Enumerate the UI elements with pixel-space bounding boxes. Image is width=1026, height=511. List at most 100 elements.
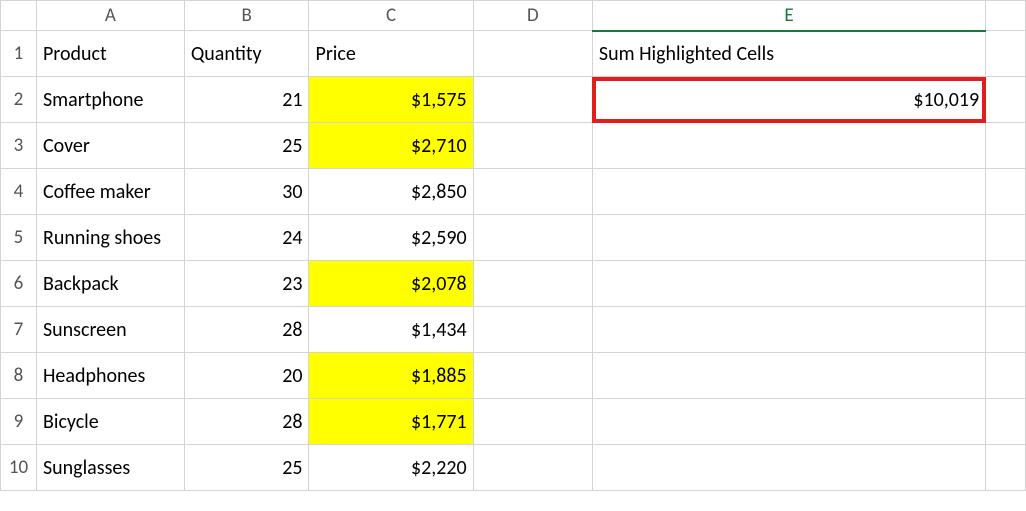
cell-A9-text: Bicycle [43, 410, 178, 434]
cell-C6-text: $2,078 [315, 272, 466, 296]
cell-C8-text: $1,885 [315, 364, 466, 388]
col-header-A[interactable]: A [36, 1, 184, 31]
col-header-B[interactable]: B [184, 1, 309, 31]
cell-C1-text: Price [315, 42, 466, 66]
cell-E5[interactable] [592, 215, 985, 261]
cell-B9[interactable]: 28 [184, 399, 309, 445]
row-2: 2 Smartphone 21 $1,575 $10,019 [1, 77, 1026, 123]
col-header-D[interactable]: D [473, 1, 592, 31]
cell-B6[interactable]: 23 [184, 261, 309, 307]
cell-D6[interactable] [473, 261, 592, 307]
cell-A1[interactable]: Product [36, 31, 184, 77]
cell-F10[interactable] [986, 445, 1026, 491]
cell-C3[interactable]: $2,710 [309, 123, 473, 169]
cell-E9[interactable] [592, 399, 985, 445]
cell-D10[interactable] [473, 445, 592, 491]
cell-C2-text: $1,575 [315, 88, 466, 112]
row-header-1[interactable]: 1 [1, 31, 37, 77]
cell-F2[interactable] [986, 77, 1026, 123]
cell-A6[interactable]: Backpack [36, 261, 184, 307]
cell-F9[interactable] [986, 399, 1026, 445]
row-header-8[interactable]: 8 [1, 353, 37, 399]
cell-C5-text: $2,590 [315, 226, 466, 250]
cell-D3[interactable] [473, 123, 592, 169]
cell-F7[interactable] [986, 307, 1026, 353]
row-header-9[interactable]: 9 [1, 399, 37, 445]
cell-C4[interactable]: $2,850 [309, 169, 473, 215]
cell-D4[interactable] [473, 169, 592, 215]
cell-B7[interactable]: 28 [184, 307, 309, 353]
cell-C2[interactable]: $1,575 [309, 77, 473, 123]
cell-E6[interactable] [592, 261, 985, 307]
cell-D7[interactable] [473, 307, 592, 353]
cell-A3[interactable]: Cover [36, 123, 184, 169]
cell-C9-text: $1,771 [315, 410, 466, 434]
cell-A3-text: Cover [43, 134, 178, 158]
row-header-10[interactable]: 10 [1, 445, 37, 491]
cell-C7[interactable]: $1,434 [309, 307, 473, 353]
cell-B10-text: 25 [191, 456, 303, 480]
cell-A7[interactable]: Sunscreen [36, 307, 184, 353]
cell-F3[interactable] [986, 123, 1026, 169]
cell-C6[interactable]: $2,078 [309, 261, 473, 307]
cell-C5[interactable]: $2,590 [309, 215, 473, 261]
cell-F8[interactable] [986, 353, 1026, 399]
cell-B6-text: 23 [191, 272, 303, 296]
row-header-2[interactable]: 2 [1, 77, 37, 123]
cell-B1[interactable]: Quantity [184, 31, 309, 77]
cell-A4[interactable]: Coffee maker [36, 169, 184, 215]
cell-B8-text: 20 [191, 364, 303, 388]
cell-A10[interactable]: Sunglasses [36, 445, 184, 491]
row-header-5[interactable]: 5 [1, 215, 37, 261]
cell-E7[interactable] [592, 307, 985, 353]
cell-E10[interactable] [592, 445, 985, 491]
cell-B7-text: 28 [191, 318, 303, 342]
cell-D1[interactable] [473, 31, 592, 77]
cell-E3[interactable] [592, 123, 985, 169]
cell-A8[interactable]: Headphones [36, 353, 184, 399]
row-8: 8 Headphones 20 $1,885 [1, 353, 1026, 399]
cell-D5[interactable] [473, 215, 592, 261]
cell-B10[interactable]: 25 [184, 445, 309, 491]
cell-B4-text: 30 [191, 180, 303, 204]
col-header-E[interactable]: E [592, 1, 985, 31]
row-6: 6 Backpack 23 $2,078 [1, 261, 1026, 307]
cell-F4[interactable] [986, 169, 1026, 215]
cell-C10[interactable]: $2,220 [309, 445, 473, 491]
cell-E2[interactable]: $10,019 [592, 77, 985, 123]
cell-A2[interactable]: Smartphone [36, 77, 184, 123]
row-header-4[interactable]: 4 [1, 169, 37, 215]
cell-D2[interactable] [473, 77, 592, 123]
cell-A5[interactable]: Running shoes [36, 215, 184, 261]
cell-F5[interactable] [986, 215, 1026, 261]
cell-F1[interactable] [986, 31, 1026, 77]
cell-F6[interactable] [986, 261, 1026, 307]
cell-D9[interactable] [473, 399, 592, 445]
cell-C1[interactable]: Price [309, 31, 473, 77]
cell-B5[interactable]: 24 [184, 215, 309, 261]
cell-C9[interactable]: $1,771 [309, 399, 473, 445]
cell-A9[interactable]: Bicycle [36, 399, 184, 445]
row-header-7[interactable]: 7 [1, 307, 37, 353]
cell-B3[interactable]: 25 [184, 123, 309, 169]
cell-E4[interactable] [592, 169, 985, 215]
cell-C8[interactable]: $1,885 [309, 353, 473, 399]
cell-E1[interactable]: Sum Highlighted Cells [592, 31, 985, 77]
row-9: 9 Bicycle 28 $1,771 [1, 399, 1026, 445]
cell-E8[interactable] [592, 353, 985, 399]
cell-B5-text: 24 [191, 226, 303, 250]
cell-A5-text: Running shoes [43, 226, 178, 250]
col-header-F[interactable] [986, 1, 1026, 31]
corner-cell[interactable] [1, 1, 37, 31]
cell-A7-text: Sunscreen [43, 318, 178, 342]
col-header-C[interactable]: C [309, 1, 473, 31]
cell-B8[interactable]: 20 [184, 353, 309, 399]
cell-B4[interactable]: 30 [184, 169, 309, 215]
row-header-3[interactable]: 3 [1, 123, 37, 169]
row-1: 1 Product Quantity Price Sum Highlighted… [1, 31, 1026, 77]
cell-D8[interactable] [473, 353, 592, 399]
row-header-6[interactable]: 6 [1, 261, 37, 307]
row-7: 7 Sunscreen 28 $1,434 [1, 307, 1026, 353]
cell-B2[interactable]: 21 [184, 77, 309, 123]
cell-B1-text: Quantity [191, 42, 303, 66]
